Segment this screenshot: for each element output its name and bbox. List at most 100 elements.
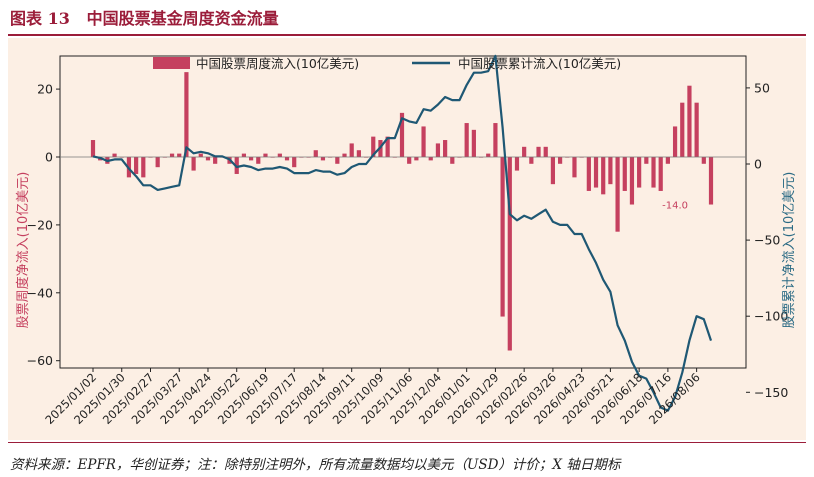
bar-week-80 [658,157,663,191]
bar-week-78 [644,157,649,164]
bar-week-22 [241,153,247,157]
last-value-annotation: -14.0 [662,201,688,212]
bar-week-79 [651,157,656,188]
bar-week-32 [313,150,318,157]
bar-week-42 [385,136,390,157]
bar-week-28 [284,157,290,161]
bar-week-64 [543,146,548,157]
bar-week-44 [399,112,405,157]
legend-bar-label: 中国股票周度流入(10亿美元) [196,56,359,71]
right-axis: 50 0 −50 −100 −150 [746,80,788,400]
y-left-tick-label: −60 [27,353,53,368]
bar-week-72 [601,157,606,195]
legend-bar-swatch [153,57,190,69]
y-left-tick-label: −20 [27,217,53,232]
bar-week-58 [500,157,505,317]
bar-week-13 [177,153,182,157]
bar-week-53 [464,123,469,157]
bar-week-86 [701,157,706,164]
bar-week-48 [428,157,433,161]
y-axis-left-label: 股票周度净流入(10亿美元) [15,172,31,329]
bar-week-84 [687,85,692,157]
bar-week-77 [637,157,642,188]
bar-week-23 [248,157,254,161]
bar-week-33 [320,157,326,161]
bar-week-47 [421,126,426,157]
legend-line-label: 中国股票累计流入(10亿美元) [458,56,621,71]
bar-week-4 [112,153,117,157]
bar-week-37 [349,143,354,157]
figure-label: 图表 13 [10,9,70,28]
bar-week-60 [514,157,520,171]
legend: 中国股票周度流入(10亿美元) 中国股票累计流入(10亿美元) [153,56,621,71]
bar-week-7 [134,157,139,174]
bar-week-25 [263,153,268,157]
y-left-tick-label: 0 [45,150,53,165]
chart-panel [8,38,806,440]
y-left-tick-label: 20 [37,82,53,97]
figure-title-text: 中国股票基金周度资金流量 [86,9,279,28]
y-left-tick-label: −40 [27,285,53,300]
cumulative-line [92,54,713,412]
line-series [92,54,713,412]
y-right-tick-label: 0 [754,157,762,172]
bar-week-36 [342,153,347,157]
bar-week-70 [586,157,591,191]
plot-frame [59,55,747,369]
bar-week-56 [486,153,491,157]
bar-week-27 [277,153,282,157]
plot-border [59,55,747,369]
bar-week-71 [593,157,599,188]
y-right-tick-label: −100 [754,309,788,324]
bar-week-61 [522,146,527,157]
left-axis: 20 0 −20 −40 −60 [27,82,60,368]
bar-week-12 [169,153,175,157]
bar-week-38 [356,150,361,157]
bottom-rule [8,442,806,443]
bar-week-76 [629,157,635,205]
y-right-tick-label: 50 [754,80,770,95]
bar-week-14 [184,72,189,158]
bar-week-73 [608,157,613,185]
bar-week-63 [536,146,541,157]
bar-week-66 [557,157,563,164]
bar-week-17 [205,157,211,161]
bar-week-85 [694,102,699,157]
y-axis-right-label: 股票累计净流入(10亿美元) [782,172,797,329]
bar-week-83 [680,102,685,157]
bar-week-65 [550,157,556,185]
x-axis: 2025/01/022025/01/302025/02/272025/03/27… [42,368,703,427]
bar-week-1 [90,140,96,157]
bar-week-40 [371,136,376,157]
bar-week-74 [615,157,620,232]
bar-week-57 [493,123,498,157]
bar-week-51 [450,157,455,164]
bar-week-8 [141,157,146,178]
bar-week-45 [407,157,412,164]
bar-week-49 [435,143,441,157]
bar-week-82 [672,126,678,157]
bar-week-81 [665,157,670,164]
bar-week-15 [191,157,196,171]
bar-series [90,72,714,351]
bar-week-54 [471,129,476,157]
bar-week-59 [507,157,512,351]
bar-week-10 [155,157,160,168]
bar-week-50 [443,140,448,157]
bar-week-87 [708,157,714,205]
bar-week-75 [622,157,627,191]
chart: 20 0 −20 −40 −60 50 0 −50 −100 −150 2025/01/0220… [15,54,797,427]
source-note: 资料来源：EPFR，华创证券；注：除特别注明外，所有流量数据均以美元（USD）计… [10,457,621,473]
bar-week-29 [292,157,297,168]
bar-week-62 [529,157,534,164]
bar-week-18 [213,157,218,164]
y-right-tick-label: −150 [754,385,788,400]
bar-week-35 [335,157,340,164]
bar-week-46 [414,157,419,161]
figure-title: 图表 13 中国股票基金周度资金流量 [10,5,279,29]
y-right-tick-label: −50 [754,233,780,248]
top-rule [8,34,806,36]
bar-week-24 [256,157,261,164]
bar-week-68 [572,157,577,178]
bar-week-16 [198,153,203,157]
